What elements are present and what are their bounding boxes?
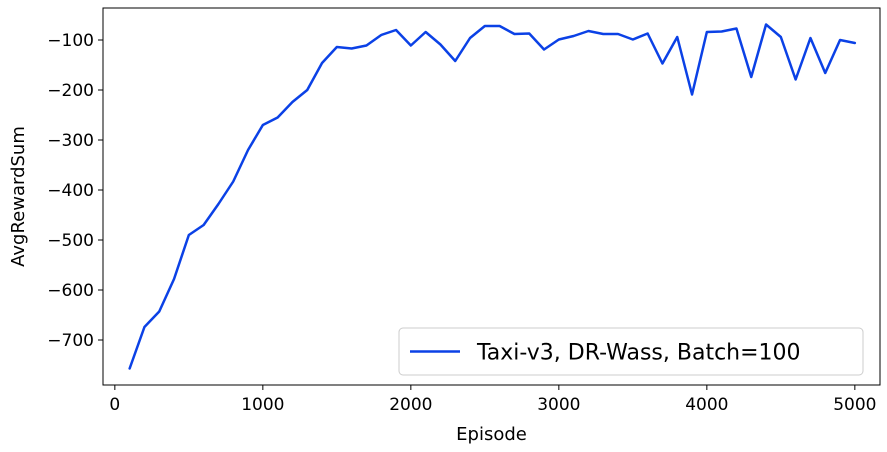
series-layer <box>128 23 857 370</box>
y-axis-label: AvgRewardSum <box>8 126 29 267</box>
x-tick-label: 4000 <box>685 395 728 415</box>
y-axis: −700 −600 −500 −400 −300 −200 −100 <box>47 31 103 351</box>
x-tick-label: 5000 <box>833 395 876 415</box>
y-tick-label: −300 <box>47 131 94 151</box>
legend-box <box>398 327 864 376</box>
y-tick-label: −700 <box>47 331 94 351</box>
y-tick-label: −400 <box>47 181 94 201</box>
x-axis: 0 1000 2000 3000 4000 5000 <box>109 385 876 415</box>
legend-entry-label: Taxi-v3, DR-Wass, Batch=100 <box>476 341 801 366</box>
x-axis-label: Episode <box>456 424 527 445</box>
legend: Taxi-v3, DR-Wass, Batch=100 <box>398 327 864 376</box>
x-tick-label: 1000 <box>241 395 284 415</box>
series-line-0 <box>128 23 857 370</box>
x-tick-label: 3000 <box>537 395 580 415</box>
y-tick-label: −100 <box>47 31 94 51</box>
x-tick-label: 2000 <box>389 395 432 415</box>
plot-frame <box>102 7 881 386</box>
y-tick-label: −200 <box>47 81 94 101</box>
y-tick-label: −600 <box>47 281 94 301</box>
y-tick-label: −500 <box>47 231 94 251</box>
x-tick-label: 0 <box>109 395 120 415</box>
